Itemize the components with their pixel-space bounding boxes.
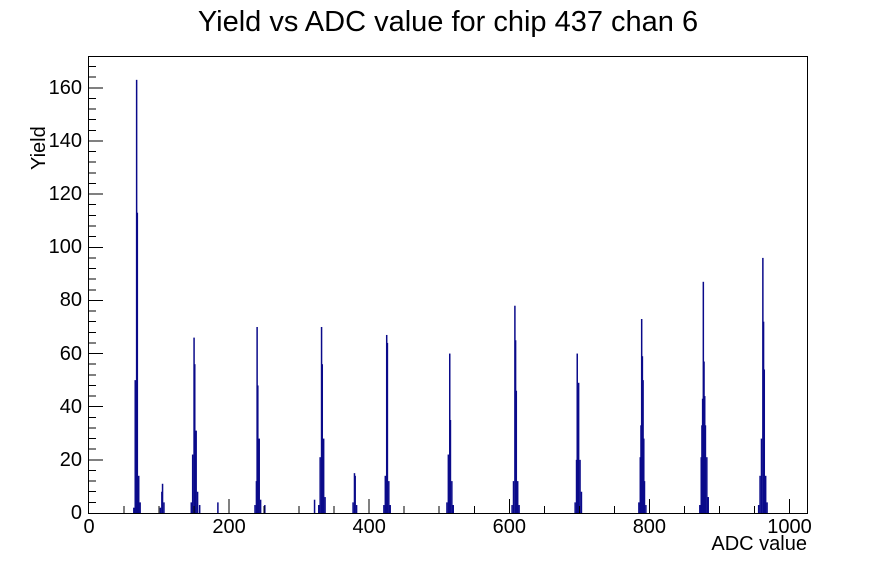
chart-title: Yield vs ADC value for chip 437 chan 6 bbox=[197, 6, 699, 38]
histogram-bin bbox=[576, 353, 578, 513]
histogram-bin bbox=[452, 505, 454, 513]
histogram-bin bbox=[638, 502, 640, 513]
x-tick-label: 400 bbox=[352, 516, 386, 538]
histogram-bin bbox=[318, 505, 320, 513]
histogram-bin bbox=[388, 481, 390, 513]
histogram-bin bbox=[259, 499, 262, 513]
histogram-bin bbox=[321, 364, 324, 513]
histogram-bin bbox=[518, 505, 520, 513]
histogram-bin bbox=[515, 390, 518, 513]
histogram-bin bbox=[574, 502, 576, 513]
histogram-bin bbox=[759, 475, 761, 513]
histogram-bin bbox=[512, 481, 515, 513]
y-tick-label: 60 bbox=[59, 342, 82, 365]
histogram-bin bbox=[699, 505, 701, 513]
x-tick-label: 600 bbox=[492, 516, 526, 538]
histogram-bin bbox=[217, 502, 219, 513]
histogram-bin bbox=[449, 419, 452, 513]
histogram-bin bbox=[133, 507, 135, 513]
histogram-bin bbox=[511, 505, 513, 513]
histogram-bin bbox=[516, 481, 519, 513]
histogram-bin bbox=[159, 507, 162, 513]
histogram-bin bbox=[136, 212, 139, 513]
histogram-bin bbox=[354, 475, 356, 513]
histogram-bin bbox=[134, 380, 136, 513]
histogram-bin bbox=[643, 438, 645, 513]
histogram-bin bbox=[579, 459, 581, 513]
histogram-bin bbox=[324, 497, 326, 513]
histogram-bin bbox=[645, 505, 647, 513]
x-tick-label: 200 bbox=[212, 516, 246, 538]
histogram-bin bbox=[580, 491, 583, 513]
histogram-bin bbox=[764, 475, 767, 513]
histogram-bin bbox=[163, 502, 165, 513]
histogram-bin bbox=[198, 505, 201, 513]
histogram-bin bbox=[757, 505, 760, 513]
plot-frame bbox=[88, 56, 808, 514]
histogram-bin bbox=[264, 505, 266, 513]
histogram-bin bbox=[194, 364, 196, 513]
histogram-bin bbox=[643, 481, 646, 513]
histogram-bin bbox=[161, 483, 164, 513]
x-axis-title: ADC value bbox=[711, 533, 807, 555]
histogram-bin bbox=[760, 438, 763, 513]
histogram-bin bbox=[707, 497, 709, 513]
histogram-bin bbox=[706, 457, 708, 513]
x-tick-label: 800 bbox=[632, 516, 667, 538]
y-axis-title: Yield bbox=[28, 126, 50, 170]
histogram-bin bbox=[447, 454, 450, 513]
histogram-bin bbox=[196, 491, 199, 513]
y-tick-label: 20 bbox=[59, 448, 82, 471]
histogram-bin bbox=[137, 475, 140, 513]
histogram-plot-area bbox=[89, 66, 790, 513]
x-tick-label: 0 bbox=[83, 516, 95, 538]
histogram-bin bbox=[190, 502, 193, 513]
histogram-bin bbox=[352, 502, 354, 513]
histogram-bin bbox=[355, 505, 358, 513]
histogram-bin bbox=[313, 499, 316, 513]
histogram-bin bbox=[577, 382, 580, 513]
y-tick-label: 120 bbox=[48, 183, 82, 206]
histogram-bin bbox=[257, 385, 259, 513]
histogram-bin bbox=[322, 438, 325, 513]
histogram-bin bbox=[383, 505, 385, 513]
histogram-bin bbox=[254, 505, 256, 513]
histogram-bin bbox=[258, 438, 260, 513]
histogram-bin bbox=[384, 475, 387, 513]
y-tick-label: 140 bbox=[48, 129, 82, 152]
histogram-bin bbox=[704, 425, 707, 513]
histogram-bin bbox=[451, 481, 453, 513]
y-tick-label: 160 bbox=[48, 76, 82, 99]
histogram-bin bbox=[386, 342, 389, 513]
x-tick-label: 1000 bbox=[767, 516, 812, 538]
histogram-bin bbox=[319, 457, 321, 513]
histogram-bin bbox=[446, 502, 448, 513]
y-tick-label: 0 bbox=[70, 502, 82, 524]
histogram-bin bbox=[191, 454, 194, 513]
histogram-bin bbox=[195, 430, 197, 513]
histogram-bin bbox=[763, 369, 766, 513]
histogram-bin bbox=[389, 505, 391, 513]
histogram-bin bbox=[766, 502, 768, 513]
y-tick-label: 80 bbox=[59, 289, 82, 312]
y-tick-label: 40 bbox=[59, 395, 82, 418]
histogram-bin bbox=[139, 502, 141, 513]
y-tick-label: 100 bbox=[48, 236, 82, 259]
